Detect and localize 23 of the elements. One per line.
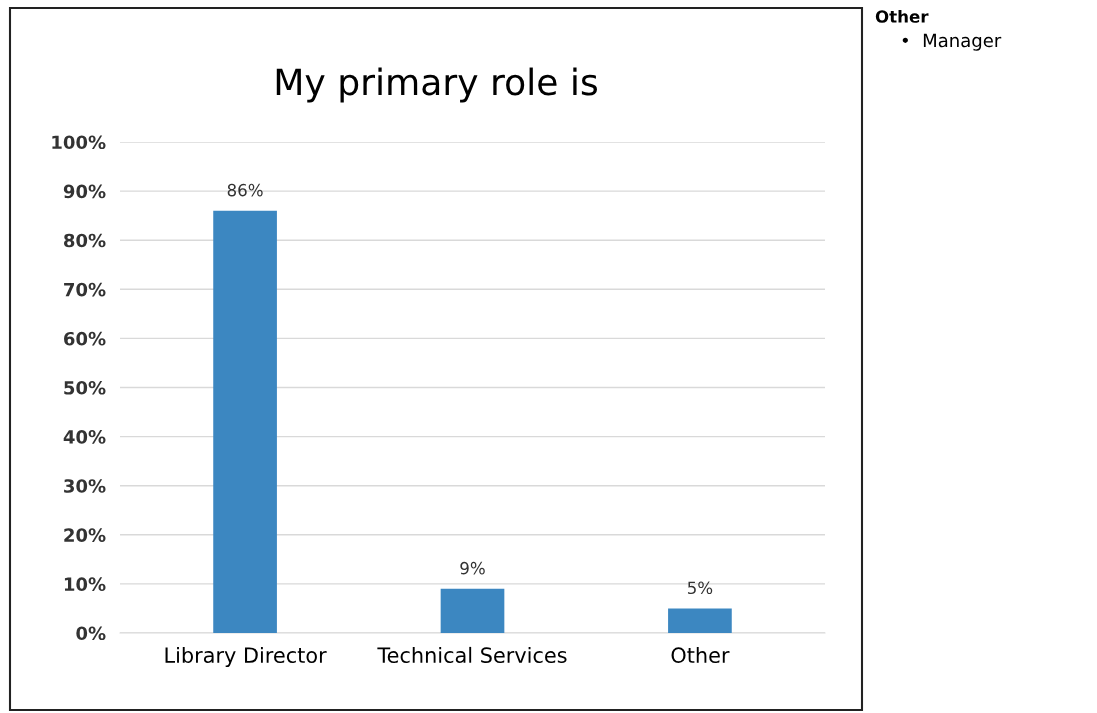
data-label: 9%	[460, 561, 485, 575]
y-tick-label: 90%	[63, 184, 106, 199]
bar	[213, 210, 277, 633]
x-tick-label: Technical Services	[377, 646, 567, 664]
y-tick-label: 60%	[64, 331, 106, 346]
y-tick-label: 100%	[52, 135, 106, 150]
y-tick-label: 80%	[64, 233, 106, 248]
text: • Manager	[902, 33, 1002, 51]
text: Other	[875, 9, 929, 23]
bar	[440, 588, 505, 633]
y-tick-label: 30%	[64, 479, 106, 493]
data-label: 86%	[227, 183, 263, 197]
chart-title: My primary role is	[276, 67, 597, 103]
x-tick-label: Library Director	[165, 646, 327, 668]
y-tick-label: 20%	[64, 528, 106, 542]
y-tick-label: 70%	[64, 282, 106, 297]
y-tick-label: 50%	[64, 380, 106, 395]
bar	[668, 608, 732, 633]
data-label: 5%	[687, 581, 713, 595]
x-tick-label: Other	[671, 646, 730, 664]
y-tick-label: 40%	[63, 430, 106, 444]
y-tick-label: 10%	[64, 577, 106, 592]
y-tick-label: 0%	[76, 626, 106, 641]
